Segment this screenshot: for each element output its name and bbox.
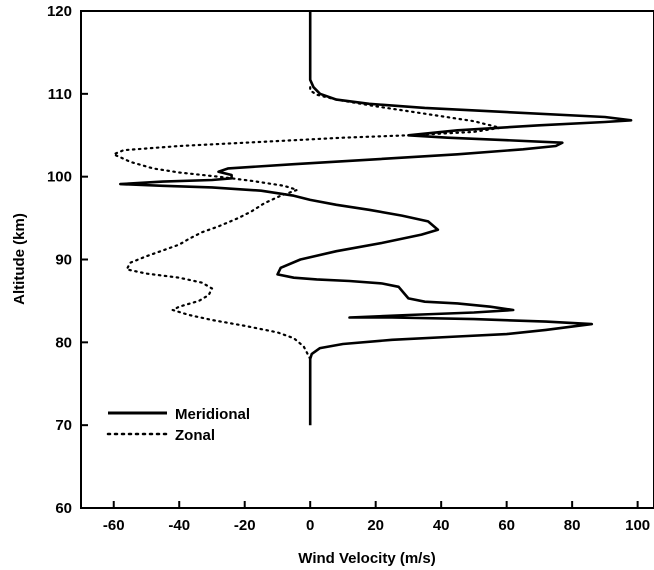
y-tick-label: 90 (55, 252, 72, 269)
x-tick-label: -20 (234, 517, 256, 534)
y-axis-title: Altitude (km) (11, 213, 28, 305)
y-tick-label: 100 (47, 169, 72, 186)
y-tick-label: 80 (55, 334, 72, 351)
series-line-zonal (112, 84, 502, 360)
x-tick-label: -60 (103, 517, 125, 534)
y-tick-label: 60 (55, 500, 72, 517)
x-tick-label: 20 (367, 517, 384, 534)
x-tick-label: 60 (498, 517, 515, 534)
legend-label-meridional: Meridional (175, 406, 250, 423)
y-tick-label: 70 (55, 417, 72, 434)
x-tick-label: 80 (564, 517, 581, 534)
series-layer (112, 11, 633, 426)
x-axis-ticks: -60 -40 -20 0 20 40 60 80 100 (103, 501, 650, 534)
x-tick-label: -40 (168, 517, 190, 534)
series-line-meridional (119, 11, 633, 426)
legend: Meridional Zonal (106, 406, 250, 444)
x-tick-label: 100 (625, 517, 650, 534)
x-tick-label: 0 (306, 517, 314, 534)
y-tick-label: 120 (47, 3, 72, 20)
legend-label-zonal: Zonal (175, 427, 215, 444)
y-axis-ticks: 60 70 80 90 100 110 120 (47, 3, 88, 517)
x-tick-label: 40 (433, 517, 450, 534)
x-axis-title: Wind Velocity (m/s) (298, 550, 435, 567)
y-tick-label: 110 (48, 86, 72, 103)
